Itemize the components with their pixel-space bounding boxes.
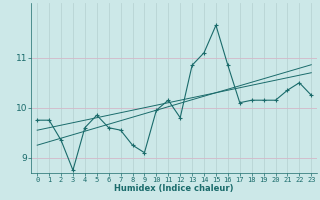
X-axis label: Humidex (Indice chaleur): Humidex (Indice chaleur) [115, 184, 234, 193]
